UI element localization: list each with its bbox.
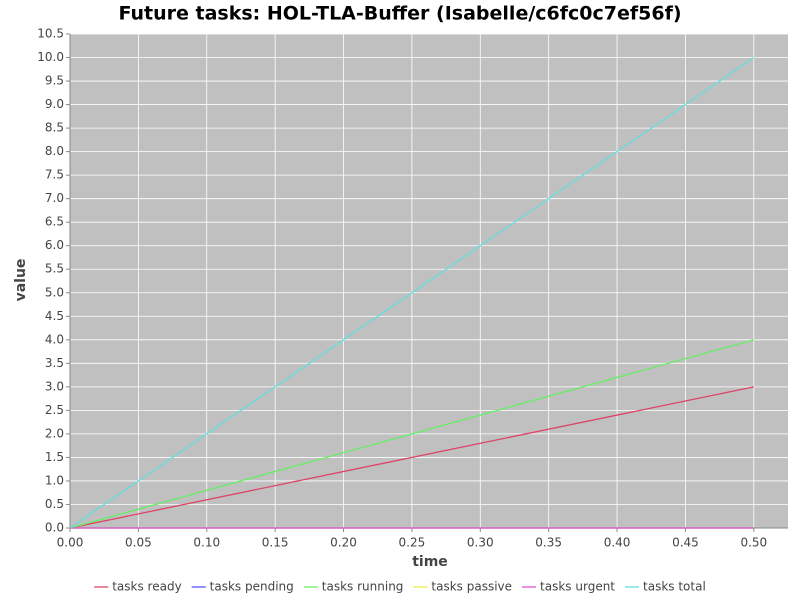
x-tick-label: 0.05 xyxy=(125,536,152,550)
y-tick-label: 0.5 xyxy=(45,497,64,511)
y-tick-label: 10.0 xyxy=(37,50,64,64)
y-axis-label: value xyxy=(13,259,29,302)
x-tick-label: 0.50 xyxy=(740,536,767,550)
x-tick-label: 0.20 xyxy=(330,536,357,550)
y-tick-label: 8.5 xyxy=(45,121,64,135)
legend-label: tasks passive xyxy=(431,580,512,594)
y-tick-label: 3.0 xyxy=(45,379,64,393)
legend-label: tasks ready xyxy=(112,580,181,594)
y-tick-label: 10.5 xyxy=(37,27,64,41)
x-tick-label: 0.15 xyxy=(262,536,289,550)
y-tick-label: 1.5 xyxy=(45,450,64,464)
x-tick-label: 0.25 xyxy=(399,536,426,550)
x-tick-label: 0.35 xyxy=(535,536,562,550)
y-tick-label: 7.0 xyxy=(45,191,64,205)
y-tick-label: 1.0 xyxy=(45,473,64,487)
y-tick-label: 7.5 xyxy=(45,168,64,182)
y-tick-label: 5.0 xyxy=(45,285,64,299)
series-line xyxy=(69,339,754,529)
y-tick-label: 5.5 xyxy=(45,262,64,276)
x-tick-label: 0.40 xyxy=(604,536,631,550)
y-tick-label: 3.5 xyxy=(45,356,64,370)
y-tick-label: 9.5 xyxy=(45,74,64,88)
series-line xyxy=(69,386,754,529)
legend-label: tasks pending xyxy=(210,580,294,594)
chart-title: Future tasks: HOL-TLA-Buffer (Isabelle/c… xyxy=(118,3,681,25)
y-tick-label: 8.0 xyxy=(45,144,64,158)
x-tick-label: 0.00 xyxy=(57,536,84,550)
x-axis-label: time xyxy=(412,554,448,570)
x-tick-label: 0.30 xyxy=(467,536,494,550)
x-tick-label: 0.45 xyxy=(672,536,699,550)
y-tick-label: 4.0 xyxy=(45,332,64,346)
x-tick-label: 0.10 xyxy=(193,536,220,550)
series-line xyxy=(69,56,755,529)
y-tick-label: 6.5 xyxy=(45,215,64,229)
y-tick-label: 2.5 xyxy=(45,403,64,417)
legend-label: tasks running xyxy=(322,580,404,594)
y-tick-label: 4.5 xyxy=(45,309,64,323)
y-tick-label: 0.0 xyxy=(45,521,64,535)
y-tick-label: 9.0 xyxy=(45,97,64,111)
y-tick-label: 2.0 xyxy=(45,426,64,440)
legend-label: tasks total xyxy=(643,580,706,594)
legend-label: tasks urgent xyxy=(540,580,615,594)
y-tick-label: 6.0 xyxy=(45,238,64,252)
